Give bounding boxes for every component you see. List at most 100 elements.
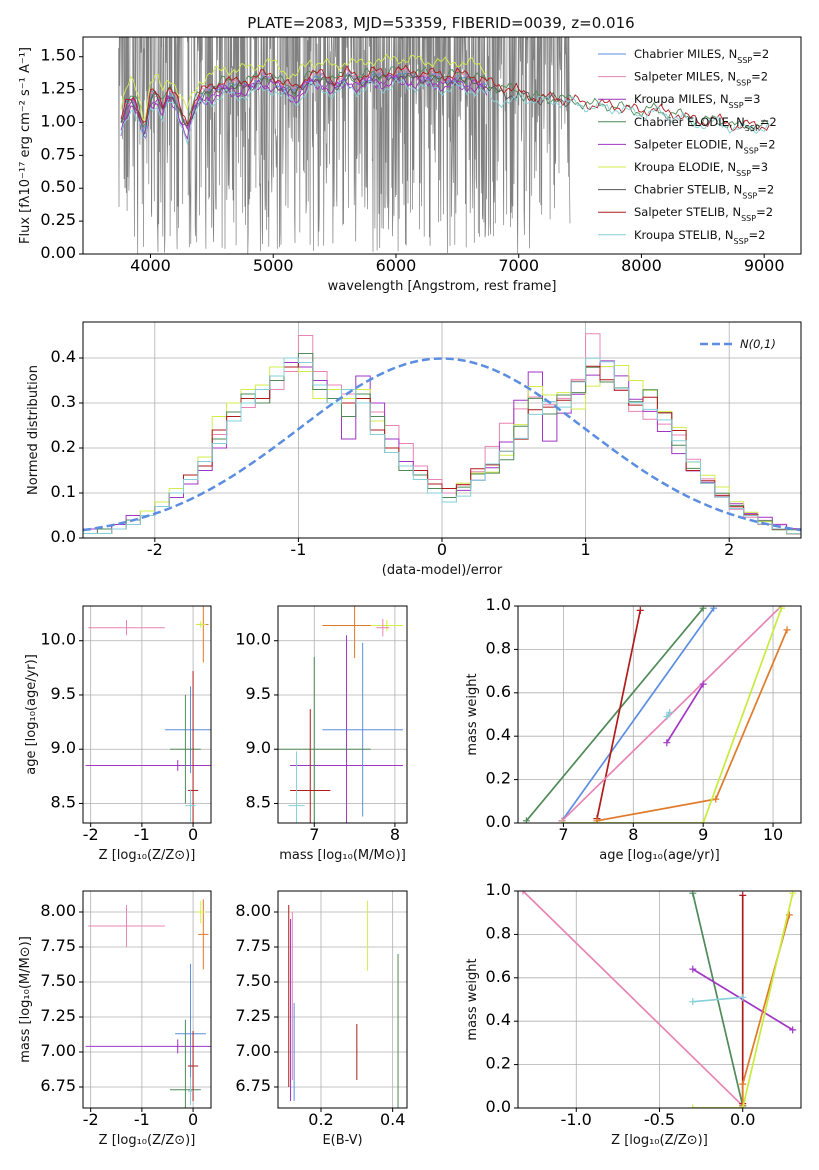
histogram-series [83, 357, 801, 535]
x-axis-label: wavelength [Angstrom, rest frame] [328, 279, 557, 294]
weight-marker [689, 998, 697, 1006]
errorbar-point [370, 620, 403, 631]
x-axis-label: Z [log₁₀(Z/Z⊙)] [99, 848, 196, 863]
model-series [120, 72, 571, 139]
errorbar-point [195, 621, 206, 628]
axes-frame [82, 36, 802, 255]
x-axis-label: (data-model)/error [382, 563, 503, 578]
weight-marker [699, 606, 707, 612]
legend-entry: Chabrier ELODIE, NSSP=2 [634, 115, 777, 133]
y-tick-label: 7.00 [235, 1041, 271, 1060]
x-tick-label: 4000 [130, 256, 171, 275]
x-tick-label: -1.0 [561, 1110, 592, 1129]
axes-mass_vs_Z: -2 -1 0 6.75 7.00 7.25 7.50 7.75 8.00 Z [log₁₀(Z/… [18, 890, 212, 1148]
errorbar-point [187, 1031, 199, 1101]
weight-marker [689, 891, 697, 897]
axes-frame [82, 605, 212, 824]
errorbar-point [195, 900, 206, 924]
errorbar-point [88, 905, 165, 947]
weight-series [562, 607, 783, 823]
weight-marker [689, 965, 697, 973]
y-axis-label: mass weight [465, 958, 480, 1040]
errorbar-point [198, 899, 209, 970]
weight-series [561, 607, 715, 822]
y-tick-label: 0.4 [486, 725, 511, 744]
weight-marker [699, 680, 707, 688]
model-series [120, 78, 770, 146]
errorbar-point [322, 642, 403, 817]
weight-series [692, 996, 743, 1003]
errorbar-point [185, 789, 196, 822]
axes-weight_vs_age: 7 8 9 10 0.0 0.2 0.4 0.6 0.8 1.0 age [log₁₀(age/yr… [465, 595, 802, 863]
model-series [120, 53, 488, 122]
errorbar-point [88, 620, 165, 636]
plot-area [85, 606, 211, 823]
weight-marker [636, 606, 644, 614]
y-axis-label: Flux [fλ10⁻¹⁷ erg cm⁻² s⁻¹ A⁻¹] [18, 47, 33, 244]
y-tick-label: 6.75 [40, 1076, 76, 1095]
axes-age_vs_mass: 7 8 8.5 9.0 9.5 10.0 mass [log₁₀(M/M⊙)] [235, 605, 408, 863]
y-tick-label: 1.50 [40, 46, 76, 65]
y-tick-label: 10.0 [40, 630, 76, 649]
x-tick-label: 8 [390, 825, 400, 844]
y-axis-label: mass weight [465, 673, 480, 755]
x-axis-label: mass [log₁₀(M/M⊙)] [279, 848, 406, 863]
y-tick-label: 1.0 [486, 595, 511, 614]
plot-area [278, 606, 403, 823]
axes-weight_vs_Z: -1.0 -0.5 0.0 0.0 0.2 0.4 0.6 0.8 1.0 Z [log₁₀(Z/… [465, 880, 802, 1148]
errorbar-point [288, 751, 305, 823]
legend-entry: Salpeter ELODIE, NSSP=2 [634, 137, 776, 155]
x-tick-label: -1 [134, 1110, 150, 1129]
x-tick-label: 0.4 [380, 1110, 405, 1129]
weight-marker [558, 819, 566, 823]
errorbar-point [187, 671, 199, 823]
y-tick-label: 0.2 [486, 769, 511, 788]
errorbar-point [376, 619, 390, 637]
weight-series [522, 891, 744, 1107]
y-tick-label: 0.8 [486, 638, 511, 657]
errorbar-point [170, 1019, 201, 1108]
legend: N(0,1) [700, 337, 776, 351]
x-tick-label: 0.2 [308, 1110, 333, 1129]
weight-marker [739, 993, 747, 1001]
y-tick-label: 7.25 [40, 1006, 76, 1025]
observed-spectrum [118, 37, 571, 254]
y-tick-label: 0.6 [486, 967, 511, 986]
y-tick-label: 7.75 [40, 936, 76, 955]
y-tick-label: 1.00 [40, 111, 76, 130]
weight-marker [712, 795, 720, 803]
histogram-series [83, 353, 801, 535]
errorbar-point [85, 760, 211, 771]
figure-title: PLATE=2083, MJD=53359, FIBERID=0039, z=0… [247, 14, 634, 32]
plot-area [118, 37, 770, 254]
weight-marker [689, 1104, 697, 1108]
y-tick-label: 0.6 [486, 682, 511, 701]
y-tick-label: 0.4 [486, 1010, 511, 1029]
y-tick-label: 0.1 [51, 482, 76, 501]
y-tick-label: 10.0 [235, 630, 271, 649]
y-tick-label: 1.0 [486, 880, 511, 899]
x-tick-label: -1 [290, 540, 306, 559]
y-tick-label: 1.25 [40, 79, 76, 98]
y-tick-label: 0.8 [486, 923, 511, 942]
weight-marker [519, 891, 527, 895]
axes-frame [277, 890, 408, 1109]
weight-marker [789, 891, 797, 897]
x-tick-label: 5000 [253, 256, 294, 275]
weight-series [561, 606, 782, 822]
y-tick-label: 9.5 [51, 684, 76, 703]
y-tick-label: 0.2 [486, 1054, 511, 1073]
x-tick-label: -2 [83, 1110, 99, 1129]
axes-mass_vs_ebv: 0.2 0.4 6.75 7.00 7.25 7.50 7.75 8.00 E(B-V) [235, 890, 408, 1148]
errorbar-point [187, 1077, 194, 1106]
weight-marker [663, 713, 671, 721]
y-tick-label: 7.50 [235, 971, 271, 990]
y-tick-label: 9.0 [246, 738, 271, 757]
weight-marker [739, 1080, 747, 1088]
x-tick-label: 8 [628, 825, 638, 844]
y-tick-label: 0.0 [486, 1097, 511, 1116]
x-tick-label: 0 [188, 825, 198, 844]
plot-area [519, 891, 797, 1108]
plot-area [288, 900, 399, 1108]
axes-frame [517, 605, 802, 824]
